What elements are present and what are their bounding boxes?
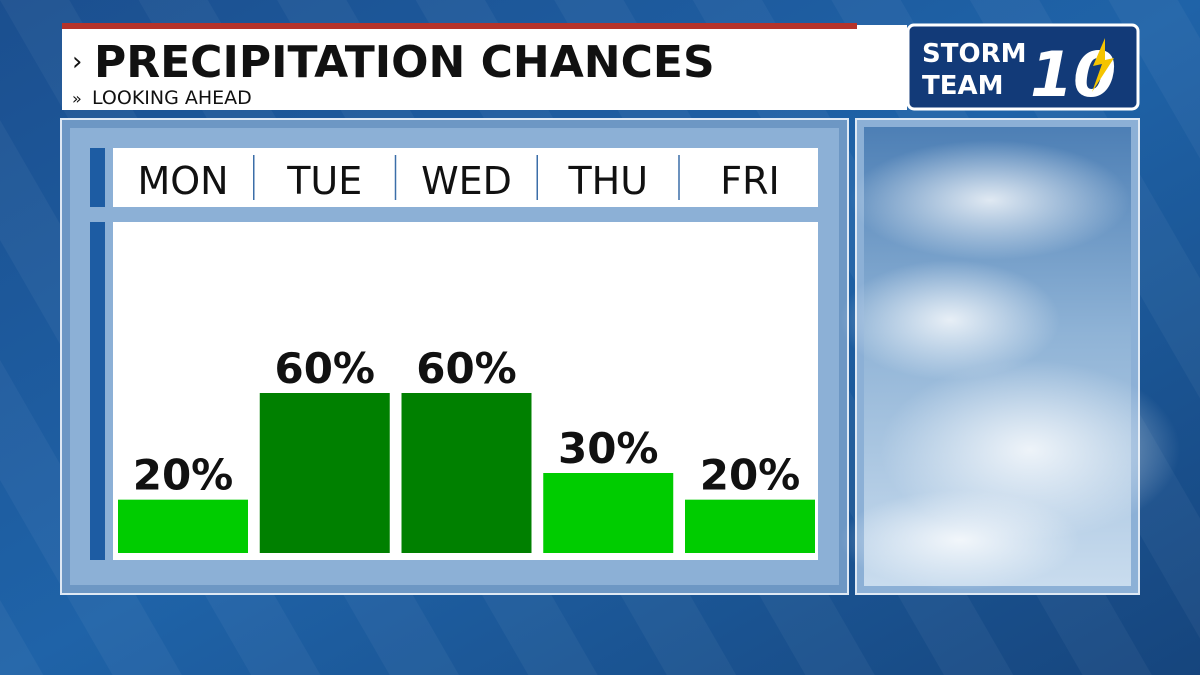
value-label: 20% [133,451,234,500]
logo-text: STORM [922,39,1026,69]
chevron: › [72,47,82,77]
cloud [850,140,1130,260]
x-tick-label: THU [567,159,648,203]
x-tick-label: TUE [286,159,362,203]
value-label: 60% [416,344,517,393]
logo-bolt [1092,38,1114,92]
x-tick-label: MON [137,159,228,203]
chevron: » [72,89,82,108]
panel-accent [90,148,105,207]
day-header [113,148,818,207]
x-tick-label: FRI [720,159,779,203]
cloud [840,490,1080,590]
x-tick-label: WED [421,159,512,203]
header-bar [62,25,907,110]
logo-text: TEAM [922,71,1004,101]
bar [685,499,815,553]
bar [118,499,248,553]
title: PRECIPITATION CHANCES [94,37,715,88]
panel-accent [90,222,105,560]
bar [259,393,390,553]
value-label: 30% [558,424,659,473]
value-label: 60% [274,344,375,393]
bar [401,393,532,553]
cloud [840,260,1060,380]
bar [543,473,674,553]
subtitle: LOOKING AHEAD [92,87,252,109]
logo-box [906,23,1140,111]
value-label: 20% [700,451,801,500]
header-accent [62,23,857,29]
